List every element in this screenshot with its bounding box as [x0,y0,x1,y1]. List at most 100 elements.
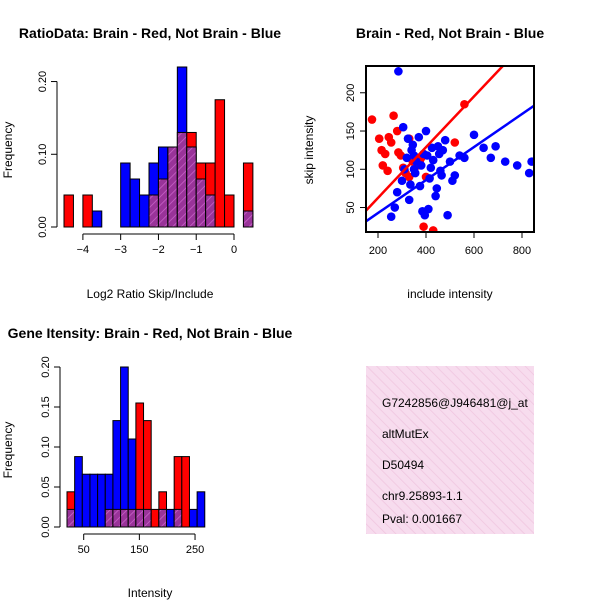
intensity-hist-overlap-bar [158,508,168,528]
scatter-point-not-brain [404,195,414,205]
ratio-hist-bar [214,99,226,228]
intensity-hist-bar [166,508,175,528]
ratio-hist-y-tick-label: 0.10 [37,144,49,165]
scatter-point-not-brain [438,145,448,155]
scatter-axes: 200 400 600 800 50 100 150 200 [345,65,535,257]
scatter-point-brain [460,99,469,109]
intensity-hist-y-tick-label: 0.20 [40,356,52,377]
scatter-point-brain [450,138,460,147]
intensity-hist-overlap-bar [120,508,129,528]
intensity-hist-axes: 50 150 250 0.00 0.05 0.10 0.15 0.20 [40,356,204,556]
ratio-hist-bar [91,210,103,228]
ratio-hist-overlap-bar [148,194,159,228]
scatter-x-tick-label: 800 [513,245,531,257]
scatter-point-not-brain [443,210,452,220]
info-box: G7242856@J946481@j_at altMutEx D50494 ch… [366,366,534,534]
intensity-hist-xlabel: Intensity [128,586,173,600]
ratio-hist-xlabel: Log2 Ratio Skip/Include [87,287,214,301]
ratio-hist-bars [63,66,254,228]
scatter-point-brain [367,115,377,124]
ratio-hist-overlap-bar [242,210,254,228]
intensity-hist-bars [66,366,206,528]
intensity-hist-overlap-bar [135,508,145,528]
fit-line-not-brain [366,104,534,223]
scatter-y-tick-label: 50 [345,201,357,213]
ratio-hist-bar [120,162,131,228]
ratio-hist-ylabel: Frequency [1,122,15,179]
ratio-hist-y-tick-label: 0.00 [37,216,49,237]
scatter-point-not-brain [402,153,412,163]
info-locus: chr9.25893-1.1 [382,489,463,503]
intensity-hist-x-tick-label: 250 [186,544,204,556]
scatter-point-not-brain [450,171,460,180]
ratio-hist-bar [63,194,74,228]
intensity-hist-ylabel: Frequency [1,422,15,479]
scatter-point-not-brain [421,126,431,136]
intensity-hist-overlap-bar [112,508,122,528]
ratio-hist-overlap-bar [176,131,188,228]
info-pval: Pval: 0.001667 [382,512,462,526]
intensity-hist-bar [150,508,160,528]
scatter-point-not-brain [414,132,424,142]
scatter-point-not-brain [409,164,419,174]
scatter-point-not-brain [500,157,510,166]
scatter-point-not-brain [432,184,442,193]
ratio-hist-overlap-bar [195,178,207,228]
ratio-hist-y-tick-label: 0.20 [37,71,49,92]
scatter-point-brain [389,111,398,121]
intensity-hist-overlap-bar [127,508,137,528]
info-box-background [366,366,534,534]
ratio-hist-x-tick-label: −4 [77,244,90,256]
scatter-point-not-brain [416,161,426,170]
intensity-hist-bar [120,366,129,528]
intensity-hist-overlap-bar [173,508,183,528]
scatter-title: Brain - Red, Not Brain - Blue [356,25,544,41]
intensity-hist-overlap-bar [66,508,76,528]
scatter-y-tick-label: 200 [345,84,357,102]
intensity-hist-overlap-bar [104,508,114,528]
scatter-point-not-brain [469,130,479,140]
intensity-hist-y-tick-label: 0.15 [40,396,52,417]
intensity-hist-y-tick-label: 0.10 [40,436,52,457]
scatter-point-brain [428,226,438,232]
scatter-point-brain [383,166,392,176]
scatter-point-not-brain [491,142,500,151]
intensity-hist-bar [196,491,206,528]
panel-intensity-scatter: Brain - Red, Not Brain - Blue 200 400 600 8… [302,25,544,301]
scatter-point-not-brain [390,203,400,212]
ratio-hist-overlap-bar [205,194,216,228]
ratio-hist-x-tick-label: −3 [114,244,127,256]
scatter-point-not-brain [386,212,396,222]
scatter-point-not-brain [426,163,436,173]
panel-intensity-histogram: Gene Itensity: Brain - Red, Not Brain - … [1,325,293,600]
info-event-type: altMutEx [382,427,429,441]
intensity-hist-bar [89,473,99,528]
scatter-point-not-brain [408,140,418,150]
panel-ratio-histogram: RatioData: Brain - Red, Not Brain - Blue… [1,25,281,301]
scatter-point-not-brain [479,143,488,153]
scatter-point-not-brain [403,134,413,143]
info-accession: D50494 [382,458,424,472]
ratio-hist-overlap-bar [186,146,197,228]
scatter-point-not-brain [424,204,433,214]
scatter-point-not-brain [406,180,415,189]
intensity-hist-bar [81,473,91,528]
intensity-hist-y-tick-label: 0.05 [40,476,52,497]
scatter-point-not-brain [431,191,440,201]
fit-line-brain [366,66,504,212]
intensity-hist-title: Gene Itensity: Brain - Red, Not Brain - … [8,325,293,341]
intensity-hist-bar [135,402,145,528]
scatter-point-not-brain [440,135,450,145]
ratio-hist-x-tick-label: −1 [190,244,203,256]
intensity-hist-overlap-bar [143,508,152,528]
scatter-point-not-brain [394,67,403,76]
scatter-plot-area [366,66,534,232]
scatter-point-brain [374,134,384,143]
intensity-hist-bar [188,508,198,528]
scatter-point-brain [380,149,390,159]
scatter-point-not-brain [524,168,534,178]
scatter-x-tick-label: 400 [417,245,435,257]
scatter-point-brain [386,138,396,147]
scatter-point-not-brain [437,171,446,180]
